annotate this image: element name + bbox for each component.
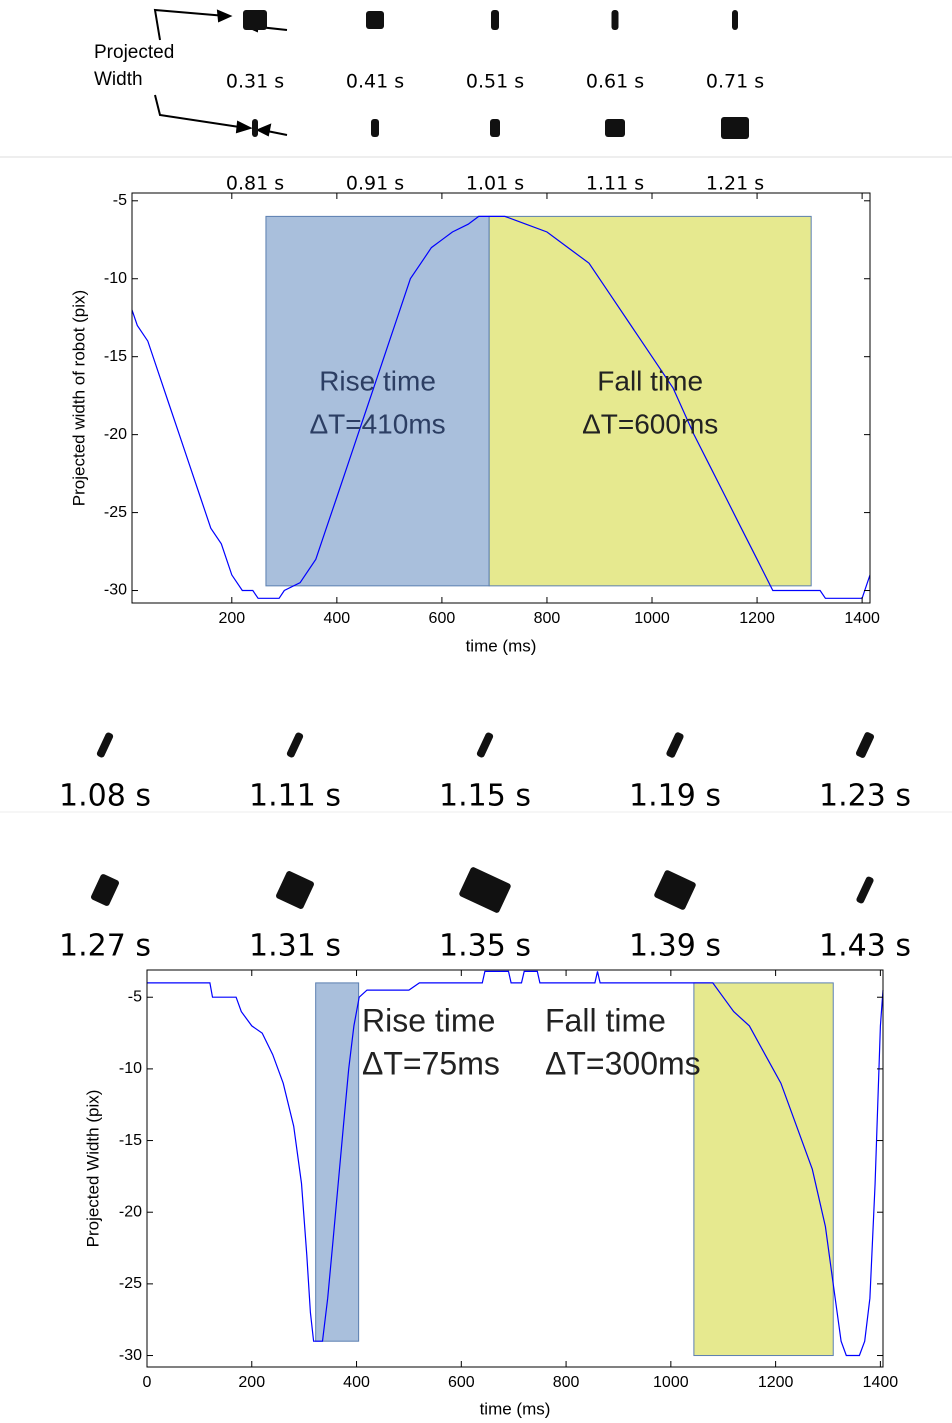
- frame-image: [91, 874, 119, 906]
- frame-image: [476, 732, 494, 758]
- y-tick-label: -30: [119, 1347, 142, 1364]
- frame-label: 1.11 s: [249, 779, 341, 814]
- x-tick-label: 1400: [863, 1374, 899, 1391]
- frame-image: [611, 10, 619, 30]
- frame-label: 1.27 s: [59, 929, 151, 964]
- y-tick-label: -10: [119, 1060, 142, 1077]
- frame-label: 1.01 s: [466, 173, 524, 195]
- x-tick-label: 800: [553, 1374, 580, 1391]
- x-axis-label: time (ms): [480, 1399, 551, 1418]
- frame-label: 1.11 s: [586, 173, 644, 195]
- span-label: ΔT=300ms: [545, 1045, 701, 1081]
- frame-label: 0.51 s: [466, 71, 524, 93]
- x-tick-label: 200: [238, 1374, 265, 1391]
- frame-image: [666, 732, 684, 758]
- frame-label: 1.43 s: [819, 929, 911, 964]
- span-label: ΔT=600ms: [582, 408, 718, 439]
- data-line: [147, 970, 884, 1357]
- y-tick-label: -20: [104, 426, 127, 443]
- y-tick-label: -5: [113, 192, 127, 209]
- frame-label: 1.19 s: [629, 779, 721, 814]
- frame-image: [855, 732, 875, 758]
- frame-label: 1.21 s: [706, 173, 764, 195]
- frame-label: 1.08 s: [59, 779, 151, 814]
- shaded-span: [488, 215, 812, 587]
- frame-image: [243, 10, 267, 30]
- x-tick-label: 1200: [758, 1374, 794, 1391]
- frame-image: [654, 870, 696, 910]
- shaded-span: [693, 982, 834, 1357]
- y-tick-label: -25: [104, 504, 127, 521]
- y-tick-label: -5: [128, 988, 142, 1005]
- plot-frame: [146, 969, 884, 1368]
- x-axis-label: time (ms): [466, 636, 537, 655]
- frame-label: 1.39 s: [629, 929, 721, 964]
- x-tick-label: 1400: [844, 610, 880, 627]
- frame-image: [605, 119, 625, 137]
- x-tick-label: 600: [448, 1374, 475, 1391]
- frame-label: 1.31 s: [249, 929, 341, 964]
- frame-label: 0.81 s: [226, 173, 284, 195]
- frame-image: [371, 119, 379, 137]
- frame-image: [721, 117, 749, 139]
- shaded-span: [265, 215, 490, 587]
- y-tick-label: -20: [119, 1203, 142, 1220]
- frame-image: [491, 10, 499, 30]
- frame-image: [732, 10, 738, 30]
- frame-image: [96, 732, 114, 758]
- frame-label: 1.35 s: [439, 929, 531, 964]
- x-tick-label: 1000: [653, 1374, 689, 1391]
- x-tick-label: 400: [343, 1374, 370, 1391]
- frame-image: [286, 732, 304, 758]
- x-tick-label: 200: [218, 610, 245, 627]
- x-tick-label: 1000: [634, 610, 670, 627]
- plot-frame: [131, 192, 871, 604]
- frame-label: 0.61 s: [586, 71, 644, 93]
- frame-image: [490, 119, 500, 137]
- x-tick-label: 400: [324, 610, 351, 627]
- y-axis-label: Projected width of robot (pix): [69, 290, 88, 506]
- span-label: ΔT=75ms: [362, 1045, 500, 1081]
- span-label: ΔT=410ms: [309, 408, 445, 439]
- y-tick-label: -30: [104, 582, 127, 599]
- span-label: Fall time: [545, 1002, 666, 1038]
- frame-image: [459, 867, 511, 913]
- frame-label: 0.31 s: [226, 71, 284, 93]
- y-tick-label: -15: [104, 348, 127, 365]
- frame-image: [366, 11, 384, 29]
- y-tick-label: -15: [119, 1132, 142, 1149]
- x-tick-label: 800: [534, 610, 561, 627]
- span-label: Fall time: [597, 365, 703, 396]
- frame-label: 0.71 s: [706, 71, 764, 93]
- y-tick-label: -10: [104, 270, 127, 287]
- y-tick-label: -25: [119, 1275, 142, 1292]
- data-line: [131, 215, 871, 599]
- x-tick-label: 1200: [739, 610, 775, 627]
- frame-label: 0.91 s: [346, 173, 404, 195]
- x-tick-label: 0: [143, 1374, 152, 1391]
- frame-label: 1.23 s: [819, 779, 911, 814]
- frame-label: 1.15 s: [439, 779, 531, 814]
- span-label: Rise time: [362, 1002, 495, 1038]
- annotation: Projected Width: [94, 42, 174, 90]
- span-label: Rise time: [319, 365, 436, 396]
- frame-image: [252, 119, 258, 137]
- y-axis-label: Projected Width (pix): [83, 1090, 102, 1248]
- frame-image: [276, 871, 314, 909]
- frame-label: 0.41 s: [346, 71, 404, 93]
- x-tick-label: 600: [429, 610, 456, 627]
- frame-image: [856, 876, 874, 904]
